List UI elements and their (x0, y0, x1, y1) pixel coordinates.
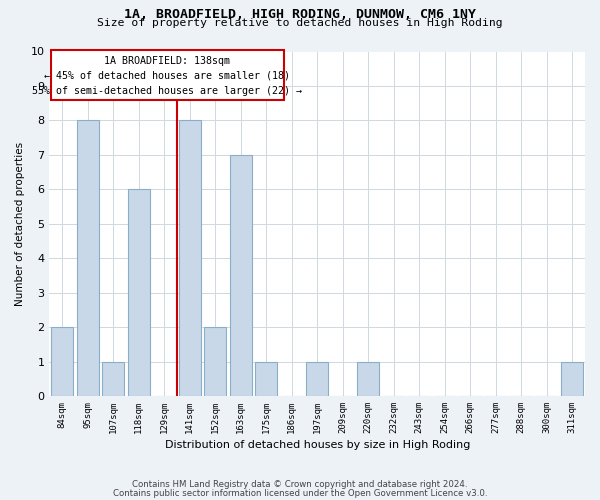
Bar (358, 362, 379, 396)
Bar (230, 155, 251, 396)
Bar (307, 362, 328, 396)
Text: 1A BROADFIELD: 138sqm: 1A BROADFIELD: 138sqm (104, 56, 230, 66)
Text: Contains HM Land Registry data © Crown copyright and database right 2024.: Contains HM Land Registry data © Crown c… (132, 480, 468, 489)
Text: 1A, BROADFIELD, HIGH RODING, DUNMOW, CM6 1NY: 1A, BROADFIELD, HIGH RODING, DUNMOW, CM6… (124, 8, 476, 20)
Bar (128, 190, 149, 396)
X-axis label: Distribution of detached houses by size in High Roding: Distribution of detached houses by size … (164, 440, 470, 450)
Bar (256, 362, 277, 396)
Bar (562, 362, 583, 396)
Bar (179, 120, 200, 396)
Bar (103, 362, 124, 396)
Bar (52, 327, 73, 396)
Y-axis label: Number of detached properties: Number of detached properties (15, 142, 25, 306)
Bar (77, 120, 98, 396)
Text: 55% of semi-detached houses are larger (22) →: 55% of semi-detached houses are larger (… (32, 86, 302, 96)
Bar (205, 327, 226, 396)
Text: ← 45% of detached houses are smaller (18): ← 45% of detached houses are smaller (18… (44, 70, 290, 81)
Bar (50, 50, 284, 100)
Text: Contains public sector information licensed under the Open Government Licence v3: Contains public sector information licen… (113, 488, 487, 498)
Text: Size of property relative to detached houses in High Roding: Size of property relative to detached ho… (97, 18, 503, 28)
